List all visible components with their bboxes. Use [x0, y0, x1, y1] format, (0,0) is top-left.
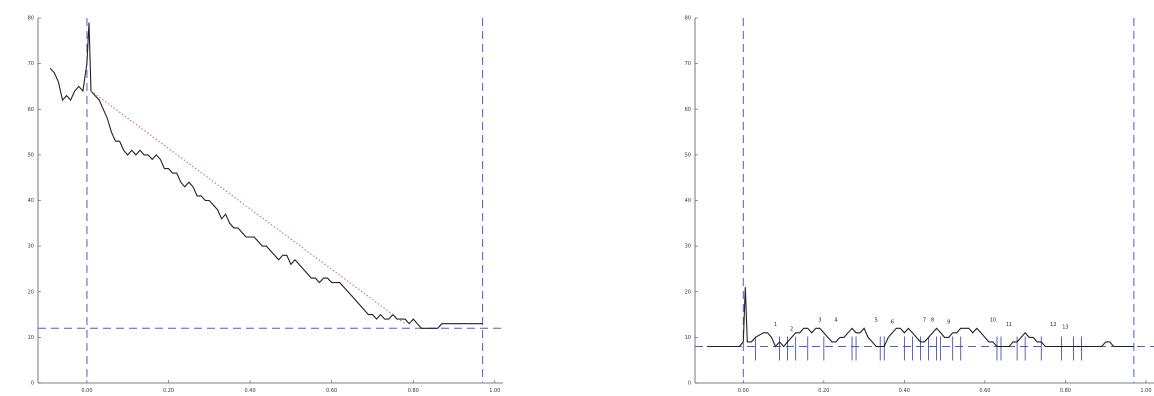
y-tick-label: 30 [685, 244, 691, 250]
peak-label: 2 [790, 327, 793, 333]
y-tick-label: 80 [685, 16, 691, 22]
y-tick-label: 0 [31, 381, 34, 387]
left-chart: 0 10 20 30 40 50 60 70 80 0.00 0.20 0.40 0.60 0.80 1.0… [28, 16, 503, 394]
x-tick-label: 0.20 [163, 388, 174, 394]
y-tick-label: 70 [28, 61, 34, 67]
peak-label: 7 [923, 317, 926, 323]
fit-line [90, 90, 406, 325]
y-tick-label: 0 [688, 381, 691, 387]
y-tick-label: 50 [28, 152, 34, 158]
y-tick-label: 70 [685, 61, 691, 67]
peak-label: 12 [1050, 322, 1056, 328]
peak-label: 10 [990, 317, 996, 323]
peak-label: 5 [875, 317, 878, 323]
x-tick-label: 0.80 [1060, 388, 1071, 394]
x-tick-label: 0.60 [979, 388, 990, 394]
peak-label: 3 [818, 317, 821, 323]
x-tick-label: 0.40 [899, 388, 910, 394]
peak-label: 9 [947, 320, 950, 326]
signal-line [49, 22, 483, 329]
x-tick-label: 0.20 [818, 388, 829, 394]
y-tick-label: 80 [28, 16, 34, 22]
x-tick-label: 0.60 [326, 388, 337, 394]
y-tick-label: 40 [28, 198, 34, 204]
peak-label: 8 [931, 317, 934, 323]
x-tick-label: 1.00 [489, 388, 500, 394]
x-tick-label: 0.00 [738, 388, 749, 394]
x-tick-label: 0.00 [81, 388, 92, 394]
y-tick-label: 40 [685, 198, 691, 204]
y-tick-label: 30 [28, 244, 34, 250]
x-tick-label: 0.80 [408, 388, 419, 394]
peak-label: 11 [1006, 322, 1012, 328]
x-tick-label: 1.00 [1140, 388, 1151, 394]
peak-label: 13 [1062, 324, 1068, 330]
y-tick-label: 50 [685, 152, 691, 158]
peak-label: 4 [834, 317, 837, 323]
right-chart: 0 10 20 30 40 50 60 70 80 0.00 0.20 0.40 0.60 0.80 1.0… [685, 16, 1154, 394]
peak-label: 6 [891, 320, 894, 326]
y-tick-label: 60 [685, 107, 691, 113]
peak-label: 1 [774, 322, 777, 328]
y-tick-label: 20 [685, 289, 691, 295]
x-tick-label: 0.40 [245, 388, 256, 394]
y-tick-label: 10 [685, 335, 691, 341]
y-tick-label: 60 [28, 107, 34, 113]
signal-line [707, 287, 1134, 348]
y-tick-label: 20 [28, 289, 34, 295]
y-tick-label: 10 [28, 335, 34, 341]
